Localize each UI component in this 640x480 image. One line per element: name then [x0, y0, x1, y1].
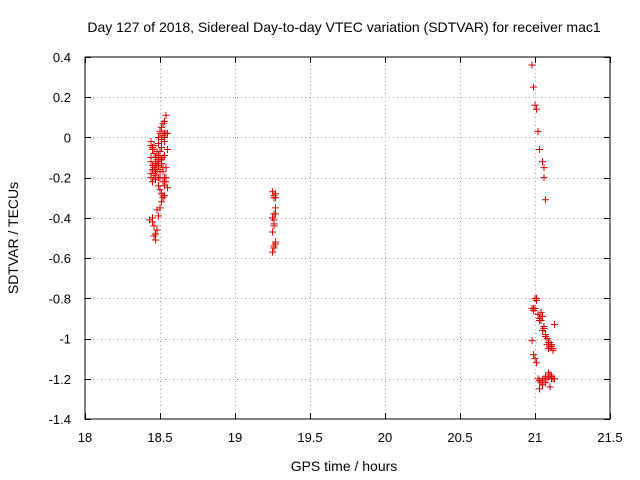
- data-point: [155, 174, 162, 182]
- x-tick-label: 21: [528, 430, 542, 445]
- data-point: [147, 141, 155, 149]
- data-point: [536, 146, 543, 154]
- data-point: [153, 160, 161, 168]
- y-tick-label: 0.4: [53, 50, 71, 65]
- data-point: [159, 164, 167, 172]
- data-point: [150, 232, 158, 240]
- y-tick-label: -0.6: [49, 251, 71, 266]
- data-point: [533, 359, 540, 367]
- data-point: [551, 375, 558, 383]
- data-point: [272, 210, 279, 218]
- chart-title: Day 127 of 2018, Sidereal Day-to-day VTE…: [87, 19, 600, 35]
- data-point: [147, 154, 155, 162]
- data-point: [531, 101, 539, 109]
- data-point: [156, 152, 164, 160]
- data-point: [540, 174, 548, 182]
- data-point: [539, 327, 546, 335]
- data-point: [270, 194, 278, 202]
- y-tick-label: 0: [64, 130, 71, 145]
- x-axis-label: GPS time / hours: [291, 458, 398, 474]
- data-point: [533, 105, 540, 113]
- data-point: [533, 296, 540, 304]
- data-point: [551, 320, 558, 328]
- x-tick-label: 20: [378, 430, 392, 445]
- data-point: [542, 333, 549, 341]
- x-tick-label: 19.5: [297, 430, 322, 445]
- data-point: [152, 236, 159, 244]
- data-point: [546, 383, 554, 391]
- data-point: [534, 127, 542, 135]
- data-point: [540, 164, 548, 172]
- y-tick-label: -1.2: [49, 372, 71, 387]
- data-point: [528, 61, 536, 69]
- data-point: [155, 182, 162, 190]
- data-point: [545, 369, 552, 377]
- data-point: [269, 228, 276, 236]
- data-point: [530, 304, 537, 312]
- y-axis-label: SDTVAR / TECUs: [5, 182, 21, 294]
- data-point: [272, 240, 279, 248]
- data-point: [146, 216, 153, 224]
- data-point: [164, 184, 171, 192]
- data-point: [161, 117, 168, 125]
- data-point: [164, 129, 171, 137]
- data-point: [155, 212, 162, 220]
- data-point: [162, 174, 170, 182]
- x-tick-label: 18.5: [147, 430, 172, 445]
- data-point: [548, 341, 555, 349]
- x-tick-label: 18: [78, 430, 92, 445]
- data-point: [164, 146, 171, 154]
- data-point: [531, 355, 539, 363]
- data-point: [539, 158, 546, 166]
- data-point: [159, 178, 167, 186]
- data-point: [159, 192, 167, 200]
- data-point: [153, 226, 161, 234]
- data-point: [147, 174, 155, 182]
- data-point: [272, 204, 279, 212]
- plot-frame: [84, 56, 611, 420]
- data-point: [270, 244, 278, 252]
- axis-ticks: 18 18.5 19 19.5 20 20.5 21 21.5 -1.4 -1.2 -1 -0.8 -0…: [49, 50, 623, 445]
- data-points: [146, 61, 558, 393]
- data-point: [156, 186, 164, 194]
- data-point: [270, 222, 278, 230]
- data-point: [158, 123, 165, 131]
- data-point: [549, 347, 557, 355]
- data-point: [528, 337, 536, 345]
- grid: [85, 57, 610, 419]
- data-point: [542, 379, 549, 387]
- data-point: [150, 222, 158, 230]
- data-point: [536, 385, 543, 393]
- y-tick-label: -0.4: [49, 211, 71, 226]
- x-tick-label: 19: [228, 430, 242, 445]
- x-tick-label: 21.5: [597, 430, 622, 445]
- y-tick-label: -0.8: [49, 291, 71, 306]
- data-point: [158, 156, 165, 164]
- y-tick-label: -1.4: [49, 412, 71, 427]
- data-point: [162, 111, 170, 119]
- data-point: [150, 150, 158, 158]
- y-tick-label: -0.2: [49, 171, 71, 186]
- data-point: [540, 322, 548, 330]
- data-point: [149, 146, 156, 154]
- data-point: [536, 316, 543, 324]
- y-tick-label: 0.2: [53, 90, 71, 105]
- data-point: [537, 312, 545, 320]
- data-point: [158, 198, 165, 206]
- data-point: [542, 196, 549, 204]
- data-point: [530, 83, 537, 91]
- data-point: [161, 137, 168, 145]
- data-point: [530, 351, 537, 359]
- y-tick-label: -1: [59, 332, 71, 347]
- data-point: [158, 144, 165, 151]
- data-point: [152, 166, 159, 174]
- data-point: [269, 248, 276, 256]
- data-point: [153, 206, 161, 214]
- data-point: [156, 168, 164, 176]
- data-point: [155, 139, 162, 147]
- data-point: [272, 190, 279, 198]
- x-tick-label: 20.5: [447, 430, 472, 445]
